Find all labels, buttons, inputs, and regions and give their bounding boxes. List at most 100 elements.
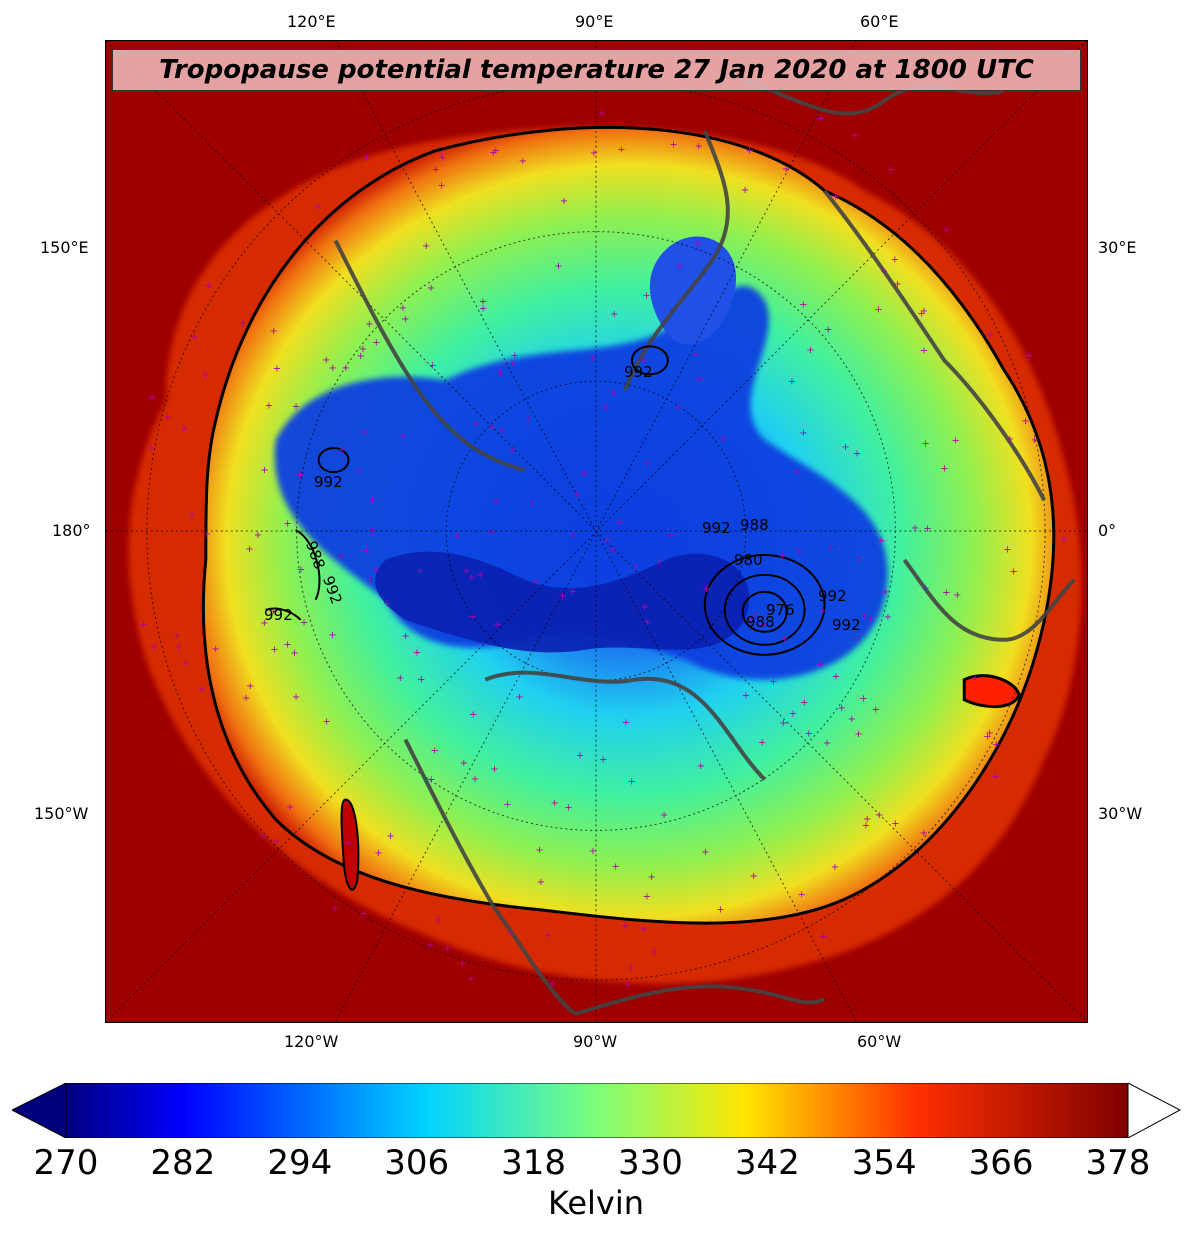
- station-marker: +: [573, 489, 581, 500]
- station-marker: +: [314, 202, 322, 213]
- station-marker: +: [488, 422, 496, 433]
- station-marker: +: [462, 566, 470, 577]
- station-marker: +: [1031, 435, 1039, 446]
- station-marker: +: [331, 904, 339, 915]
- station-marker: +: [911, 523, 919, 534]
- station-marker: +: [191, 332, 199, 343]
- station-marker: +: [188, 510, 196, 521]
- station-marker: +: [531, 576, 539, 587]
- station-marker: +: [875, 810, 883, 821]
- lon-label-left-150e: 150°E: [40, 238, 89, 257]
- station-marker: +: [558, 591, 566, 602]
- station-marker: +: [695, 374, 703, 385]
- station-marker: +: [458, 959, 466, 970]
- station-marker: +: [1006, 434, 1014, 445]
- station-marker: +: [917, 309, 925, 320]
- station-marker: +: [674, 402, 682, 413]
- station-marker: +: [789, 709, 797, 720]
- station-marker: +: [580, 469, 588, 480]
- station-marker: +: [986, 330, 994, 341]
- station-marker: +: [866, 614, 874, 625]
- station-marker: +: [453, 531, 461, 542]
- station-marker: +: [806, 345, 814, 356]
- station-marker: +: [702, 584, 710, 595]
- station-marker: +: [260, 618, 268, 629]
- station-marker: +: [884, 612, 892, 623]
- station-marker: +: [601, 402, 609, 413]
- station-marker: +: [496, 368, 504, 379]
- lon-label-left-180: 180°: [52, 521, 91, 540]
- station-marker: +: [862, 821, 870, 832]
- lon-label-top-60e: 60°E: [860, 12, 899, 31]
- station-marker: +: [338, 444, 346, 455]
- station-marker: +: [612, 862, 620, 873]
- station-marker: +: [284, 519, 292, 530]
- station-marker: +: [139, 619, 147, 630]
- station-marker: +: [920, 828, 928, 839]
- station-marker: +: [422, 241, 430, 252]
- station-marker: +: [337, 551, 345, 562]
- station-marker: +: [372, 337, 380, 348]
- station-marker: +: [535, 845, 543, 856]
- station-marker: +: [853, 633, 861, 644]
- station-marker: +: [863, 814, 871, 825]
- station-marker: +: [1003, 545, 1011, 556]
- station-marker: +: [589, 353, 597, 364]
- station-marker: +: [427, 774, 435, 785]
- station-marker: +: [437, 181, 445, 192]
- station-marker: +: [622, 718, 630, 729]
- station-marker: +: [163, 412, 171, 423]
- contour-label: 992: [264, 606, 293, 624]
- station-marker: +: [369, 495, 377, 506]
- tropopause-map: + + + + + + + + + + + + + + + + + + + + + + + + + + + + + + + + + + + + + + + +…: [106, 41, 1087, 1022]
- station-marker: +: [374, 848, 382, 859]
- colorbar-tick-label: 354: [851, 1143, 917, 1183]
- station-marker: +: [444, 943, 452, 954]
- station-marker: +: [399, 303, 407, 314]
- station-marker: +: [181, 658, 189, 669]
- station-marker: +: [365, 319, 373, 330]
- station-marker: +: [855, 555, 863, 566]
- station-marker: +: [493, 620, 501, 631]
- contour-label: 988: [740, 516, 769, 534]
- station-marker: +: [329, 363, 337, 374]
- station-marker: +: [432, 164, 440, 175]
- station-marker: +: [413, 648, 421, 659]
- station-marker: +: [503, 799, 511, 810]
- colorbar-tick-label: 318: [501, 1143, 566, 1183]
- station-marker: +: [356, 351, 364, 362]
- station-marker: +: [891, 255, 899, 266]
- station-marker: +: [598, 108, 606, 119]
- station-marker: +: [527, 499, 535, 510]
- station-marker: +: [824, 324, 832, 335]
- colorbar-tick-label: 342: [734, 1143, 800, 1183]
- station-marker: +: [643, 617, 651, 628]
- station-marker: +: [359, 908, 367, 919]
- station-marker: +: [1060, 534, 1068, 545]
- station-marker: +: [362, 545, 370, 556]
- station-marker: +: [460, 758, 468, 769]
- station-marker: +: [270, 326, 278, 337]
- station-marker: +: [983, 731, 991, 742]
- station-marker: +: [492, 145, 500, 156]
- station-marker: +: [426, 940, 434, 951]
- station-marker: +: [272, 836, 280, 847]
- station-marker: +: [498, 426, 506, 437]
- station-marker: +: [741, 185, 749, 196]
- station-marker: +: [880, 266, 888, 277]
- station-marker: +: [795, 546, 803, 557]
- station-marker: +: [647, 872, 655, 883]
- station-marker: +: [831, 862, 839, 873]
- station-marker: +: [576, 750, 584, 761]
- station-marker: +: [344, 838, 352, 849]
- station-marker: +: [259, 830, 267, 841]
- station-marker: +: [817, 113, 825, 124]
- station-marker: +: [270, 645, 278, 656]
- station-marker: +: [758, 738, 766, 749]
- station-marker: +: [283, 640, 291, 651]
- station-marker: +: [265, 400, 273, 411]
- station-marker: +: [148, 393, 156, 404]
- station-marker: +: [859, 694, 867, 705]
- station-marker: +: [242, 693, 250, 704]
- station-marker: +: [621, 921, 629, 932]
